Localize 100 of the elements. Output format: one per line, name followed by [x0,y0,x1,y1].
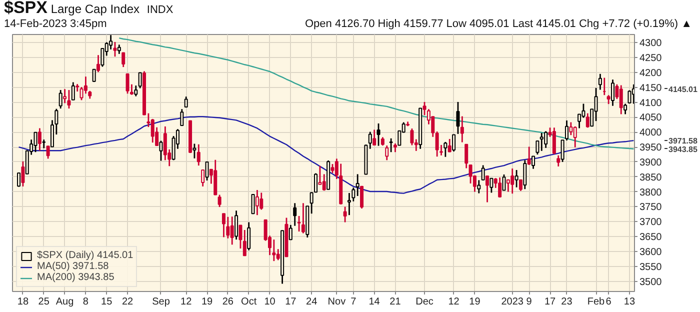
text: INDX [146,4,174,16]
candlestick [586,112,590,128]
candlestick [464,144,468,169]
x-tick-label: 12 [448,296,460,308]
candlestick [272,238,276,262]
candlestick [598,73,602,90]
candlestick [498,176,502,198]
candlestick [376,122,380,147]
y-tick-label: 4150 [640,82,662,94]
candlestick [506,179,510,193]
candlestick [468,164,472,184]
x-tick-label: 24 [306,296,318,308]
y-tick-label: 3850 [640,172,662,184]
candlestick [582,103,586,118]
x-tick-label: 26 [222,296,234,308]
candlestick [628,90,632,104]
candlestick [624,103,628,115]
candlestick [230,216,234,246]
candlestick [356,173,360,197]
legend-label: MA(200) 3943.85 [37,272,114,283]
x-tick-label: 6 [606,296,612,308]
candlestick [435,130,439,158]
x-tick-label: 23 [561,296,573,308]
x-tick-label: 21 [390,296,402,308]
x-tick-label: 19 [201,296,214,308]
candlestick [17,172,21,188]
candlestick [96,54,100,73]
candlestick [619,84,623,115]
x-tick-label: 17 [285,296,297,308]
y-tick-label: 4100 [640,98,662,109]
x-tick-label: Feb [587,296,606,308]
candlestick [192,143,196,160]
text: Open 4126.70 High 4159.77 Low 4095.01 Last 4145.01 Chg +7.72 (+0.19%) ▲ [304,17,692,32]
text: 3943.85 [668,144,698,154]
x-tick-label: Oct [241,296,257,308]
candlestick [196,144,200,166]
candlestick [58,89,62,110]
candlestick [456,101,460,135]
y-tick-label: 4300 [640,38,662,50]
candlestick [134,84,138,97]
candlestick [410,128,414,146]
candlestick [514,169,518,188]
candlestick [460,116,464,143]
y-tick-label: 3650 [640,232,662,244]
x-tick-label: 17 [544,296,556,308]
y-tick-label: 3800 [640,187,662,198]
candlestick [159,140,163,162]
candlestick [540,132,544,152]
y-tick-label: 4050 [640,112,662,124]
x-tick-label: 9 [526,296,532,308]
y-tick-label: 3700 [640,217,662,228]
candlestick [360,186,364,210]
x-tick-label: 13 [624,296,636,308]
candlestick [234,210,238,240]
candlestick [301,202,305,234]
x-tick-label: 19 [469,296,481,308]
candlestick [38,128,42,152]
x-tick-label: Aug [56,296,74,308]
candlestick [180,108,184,126]
y-tick-label: 4250 [640,52,662,64]
y-tick-label: 3950 [640,142,662,154]
candlestick [343,206,347,223]
candlestick [92,68,96,83]
candlestick [117,44,121,55]
candlestick [502,174,506,192]
text: 3971.58 [668,136,698,146]
candlestick [222,212,226,238]
candlestick [21,160,25,188]
candlestick [122,52,126,68]
y-tick-label: 3900 [640,157,662,168]
candlestick [510,168,514,194]
x-tick-label: 2023 [501,296,524,308]
candlestick [205,161,209,182]
y-tick-label: 4000 [640,128,662,139]
candlestick [63,88,67,104]
candlestick [184,96,188,108]
text: 4145.01 [668,84,698,94]
candlestick [242,229,246,257]
candlestick [226,216,230,240]
candlestick [34,132,38,153]
candlestick [573,126,577,148]
legend-label: $SPX (Daily) 4145.01 [37,250,134,261]
chart-title: $SPX [4,0,48,17]
candlestick [288,224,292,240]
candlestick [276,248,280,261]
y-tick-label: 3750 [640,202,662,214]
candlestick [238,224,242,250]
candlestick [518,179,522,192]
y-tick-label: 3550 [640,262,662,273]
candlestick [84,76,88,94]
y-tick-label: 3600 [640,247,662,258]
candlestick [293,202,297,227]
x-tick-label: Nov [328,296,346,308]
text: 14-Feb-2023 3:45pm [4,17,107,32]
candlestick [126,73,130,94]
candlestick [218,194,222,208]
legend-label: MA(50) 3971.58 [37,261,109,272]
candlestick [527,146,531,166]
x-tick-label: 25 [38,296,50,308]
y-tick-label: 4200 [640,68,662,79]
